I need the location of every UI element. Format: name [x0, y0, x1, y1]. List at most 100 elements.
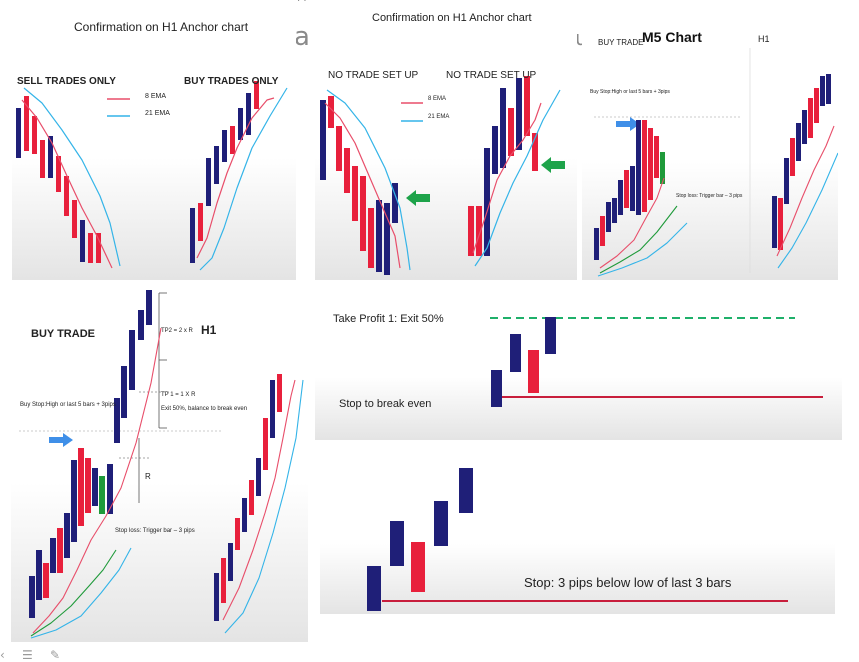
- candlestick-bar: [230, 126, 235, 154]
- legend-21-ema: 21 EMA: [145, 110, 170, 117]
- candlestick-bar: [328, 96, 334, 128]
- candlestick-bar: [129, 330, 135, 390]
- candlestick-bar: [491, 370, 502, 407]
- candlestick-bar: [660, 152, 665, 184]
- candlestick-bar: [277, 374, 282, 412]
- panel4-stop-loss-note: Stop loss: Trigger bar – 3 pips: [115, 528, 195, 534]
- chevron-icon: ‹: [0, 648, 5, 662]
- fragment-letter-a: a: [294, 22, 310, 52]
- candlestick-bar: [368, 208, 374, 268]
- panel4-buy-stop-note: Buy Stop:High or last 5 bars + 3pips: [20, 402, 116, 408]
- panel-stop-3-pips: Stop: 3 pips below low of last 3 bars: [320, 458, 835, 614]
- candlestick-bar: [206, 158, 211, 206]
- candlestick-bar: [484, 148, 490, 256]
- candlestick-bar: [434, 501, 448, 546]
- panel4-h1-label: H1: [201, 323, 217, 337]
- candlestick-bar: [468, 206, 474, 256]
- candlestick-bar: [367, 566, 381, 611]
- candlestick-bar: [16, 108, 21, 158]
- stop-3-pips-label: Stop: 3 pips below low of last 3 bars: [524, 575, 732, 590]
- panel1-chart: [16, 81, 288, 271]
- r-label: R: [145, 472, 151, 481]
- panel3-chart: [594, 48, 838, 277]
- candlestick-bar: [545, 317, 556, 354]
- candlestick-bar: [121, 366, 127, 418]
- candlestick-bar: [214, 146, 219, 184]
- ema8-line: [776, 125, 835, 257]
- candlestick-bar: [814, 88, 819, 123]
- green-arrow-icon: [406, 190, 430, 206]
- candlestick-bar: [96, 233, 101, 263]
- panel-sell-buy-trades: Confirmation on H1 Anchor chart SELL TRA…: [12, 8, 296, 280]
- candlestick-bar: [221, 558, 226, 603]
- candlestick-bar: [138, 310, 144, 340]
- candlestick-bar: [254, 81, 259, 109]
- candlestick-bar: [235, 518, 240, 550]
- candlestick-bar: [146, 290, 152, 325]
- legend-8-ema: 8 EMA: [145, 93, 167, 100]
- candlestick-bar: [78, 448, 84, 526]
- candlestick-bar: [238, 108, 243, 140]
- candlestick-bar: [624, 170, 629, 208]
- candlestick-bar: [71, 460, 77, 542]
- candlestick-bar: [242, 498, 247, 532]
- ema21-line: [597, 222, 688, 277]
- candlestick-bar: [476, 206, 482, 256]
- candlestick-bar: [336, 126, 342, 171]
- tp2-label: TP2 = 2 x R: [161, 328, 193, 334]
- list-icon: ☰: [22, 648, 33, 662]
- panel-m5-buy-trade: BUY TRADE M5 Chart H1 Buy Stop:High or l…: [582, 18, 838, 280]
- sell-trades-label: SELL TRADES ONLY: [17, 76, 116, 87]
- candlestick-bar: [808, 98, 813, 138]
- candlestick-bar: [648, 128, 653, 200]
- panel3-buy-trade-label: BUY TRADE: [598, 38, 644, 47]
- buy-trades-label: BUY TRADES ONLY: [184, 76, 279, 87]
- panel-buy-trade-targets: BUY TRADE H1 TP2 = 2 x R TP 1 = 1 X R Ex…: [11, 288, 308, 642]
- ema21-line: [777, 152, 838, 269]
- candlestick-bar: [246, 93, 251, 135]
- candlestick-bar: [107, 464, 113, 514]
- candlestick-bar: [606, 202, 611, 232]
- m5-chart-title: M5 Chart: [642, 29, 702, 45]
- panel6-chart: [367, 468, 788, 611]
- ema21-line: [224, 379, 304, 634]
- ema-green-line: [30, 549, 117, 637]
- candlestick-bar: [528, 350, 539, 393]
- panel-no-trade-setup: Confirmation on H1 Anchor chart NO TRADE…: [315, 8, 577, 280]
- ema8-line: [222, 379, 296, 621]
- ema8-line: [599, 177, 665, 269]
- candlestick-bar: [80, 220, 85, 262]
- candlestick-bar: [92, 468, 98, 506]
- candlestick-bar: [524, 76, 530, 136]
- ema21-line: [326, 89, 411, 271]
- candlestick-bar: [72, 200, 77, 238]
- candlestick-bar: [56, 156, 61, 192]
- ema8-line: [32, 327, 162, 634]
- candlestick-bar: [270, 380, 275, 438]
- candlestick-bar: [88, 233, 93, 263]
- panel2-chart: [320, 76, 565, 275]
- panel-take-profit: Take Profit 1: Exit 50% Stop to break ev…: [315, 300, 842, 440]
- take-profit-label: Take Profit 1: Exit 50%: [333, 313, 444, 325]
- ema21-line: [474, 89, 561, 267]
- no-trade-setup-label-1: NO TRADE SET UP: [328, 70, 419, 81]
- candlestick-bar: [392, 183, 398, 223]
- candlestick-bar: [320, 100, 326, 180]
- candlestick-bar: [618, 180, 623, 215]
- candlestick-bar: [43, 563, 49, 598]
- candlestick-bar: [820, 76, 825, 106]
- ema-green-line: [599, 205, 678, 274]
- ema21-line: [30, 547, 132, 639]
- candlestick-bar: [256, 458, 261, 496]
- ema8-line: [324, 102, 401, 269]
- panel3-h1-label: H1: [758, 34, 770, 44]
- ema8-line: [196, 97, 275, 259]
- panel4-buy-trade-label: BUY TRADE: [31, 328, 95, 340]
- comment-icon: ✎: [50, 648, 61, 662]
- candlestick-bar: [263, 418, 268, 470]
- green-arrow-icon: [541, 157, 565, 173]
- candlestick-bar: [376, 200, 382, 272]
- candlestick-bar: [29, 576, 35, 618]
- candlestick-bar: [636, 120, 641, 215]
- candlestick-bar: [85, 458, 91, 513]
